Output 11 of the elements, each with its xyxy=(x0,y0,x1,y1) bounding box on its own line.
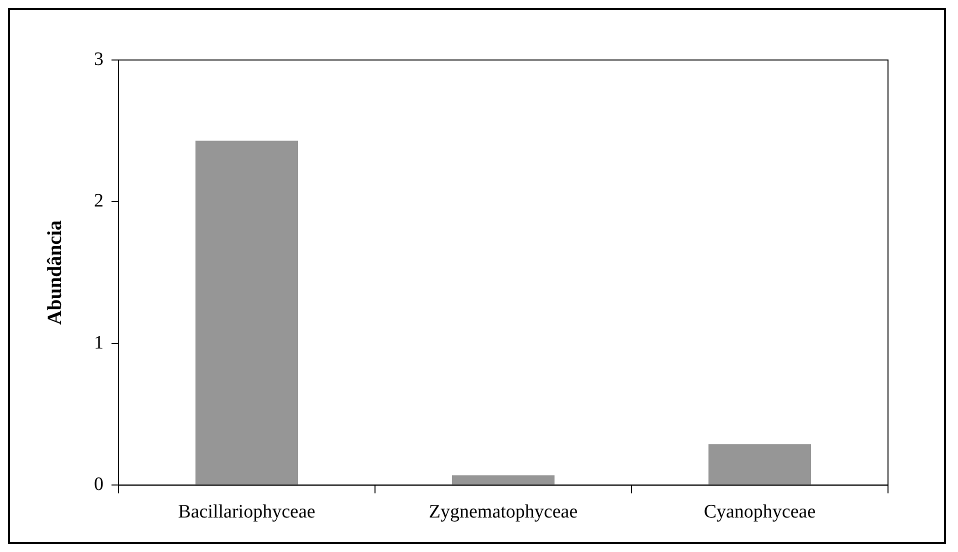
x-tick-label: Cyanophyceae xyxy=(704,502,816,523)
y-tick-label: 3 xyxy=(94,48,104,70)
bar xyxy=(452,475,555,485)
y-tick-label: 0 xyxy=(94,474,104,496)
bar xyxy=(708,444,812,485)
y-axis-title: Abundância xyxy=(44,220,66,325)
bar xyxy=(195,140,298,485)
x-tick-label: Bacillariophyceae xyxy=(178,502,316,523)
y-tick-label: 1 xyxy=(94,332,104,354)
x-tick-label: Zygnematophyceae xyxy=(428,502,578,523)
y-tick-label: 2 xyxy=(94,190,104,212)
